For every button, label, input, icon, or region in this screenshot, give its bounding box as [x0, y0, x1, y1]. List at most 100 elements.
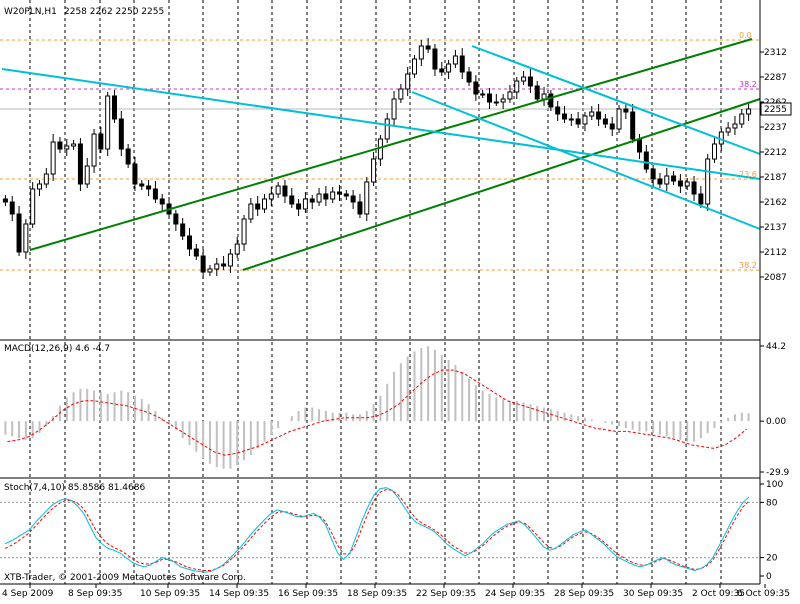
- candle-104: [712, 137, 717, 163]
- candle-32: [221, 256, 227, 270]
- candle-3: [23, 219, 29, 259]
- candle-40: [275, 182, 281, 198]
- candle-18: [125, 144, 131, 168]
- candle-52: [357, 194, 363, 218]
- candle-35: [241, 215, 247, 251]
- time-tick-label-1: 8 Sep 09:35: [68, 589, 122, 599]
- candle-48: [330, 187, 336, 203]
- candle-109: [746, 102, 752, 121]
- candle-21: [146, 180, 152, 196]
- candle-29: [200, 249, 206, 279]
- time-tick-label-0: 4 Sep 2009: [2, 589, 54, 599]
- candle-47: [323, 186, 329, 206]
- candle-44: [302, 192, 308, 213]
- price-tick-label-9: 2087: [764, 273, 787, 283]
- candle-24: [166, 197, 172, 218]
- candle-67: [459, 48, 465, 79]
- time-tick-label-9: 30 Sep 09:35: [623, 589, 683, 599]
- candle-73: [500, 94, 506, 109]
- stochastic-pane[interactable]: Stoch(7,4,10) 85.8586 81.4686 100 80 20 0 X…: [0, 480, 783, 583]
- candle-76: [521, 71, 527, 85]
- price-tick-label-5: 2187: [764, 173, 787, 183]
- candle-7: [50, 134, 56, 181]
- time-tick-label-11: 6 Oct 09:35: [737, 589, 790, 599]
- candle-9: [64, 139, 70, 156]
- candle-45: [309, 195, 315, 209]
- candle-78: [534, 81, 540, 103]
- stoch-tick-label-3: 0: [766, 572, 772, 582]
- candle-102: [698, 186, 704, 208]
- candle-95: [650, 165, 656, 186]
- trendline-green-1: [242, 98, 761, 271]
- price-tick-label-3: 2237: [764, 123, 787, 133]
- candle-86: [589, 106, 595, 120]
- candle-31: [214, 258, 220, 276]
- candle-63: [432, 44, 438, 76]
- candle-6: [43, 168, 49, 188]
- stoch-tick-label-1: 80: [766, 498, 778, 508]
- candle-106: [725, 122, 731, 136]
- price-axis: 2312228722622237221221872162213721122087: [760, 48, 787, 283]
- candle-72: [493, 94, 499, 106]
- candle-69: [473, 75, 479, 101]
- trendlines[interactable]: [1, 38, 761, 271]
- candle-10: [71, 140, 77, 150]
- candle-17: [118, 111, 124, 156]
- stoch-title: Stoch(7,4,10) 85.8586 81.4686: [4, 483, 145, 493]
- last-price-label: 2255: [764, 105, 787, 115]
- time-tick-label-2: 10 Sep 09:35: [140, 589, 200, 599]
- price-tick-label-4: 2212: [764, 148, 787, 158]
- time-tick-label-10: 2 Oct 09:35: [692, 589, 745, 599]
- candle-37: [255, 196, 261, 216]
- price-tick-label-0: 2312: [764, 48, 787, 58]
- macd-pane[interactable]: MACD(12,26,9) 4.6 -4.7 44.2 0.00 -29.9: [4, 342, 790, 478]
- candle-100: [684, 178, 690, 190]
- candle-98: [671, 171, 677, 185]
- time-tick-label-7: 24 Sep 09:35: [485, 589, 545, 599]
- candle-77: [527, 69, 533, 93]
- copyright-text: XTB-Trader, © 2001-2009 MetaQuotes Softw…: [4, 573, 246, 583]
- stoch-tick-label-2: 20: [766, 554, 778, 564]
- candle-8: [57, 137, 63, 153]
- fibo-label-3: 38.2: [739, 261, 757, 270]
- stoch-signal-line: [4, 488, 750, 571]
- time-tick-label-3: 14 Sep 09:35: [209, 589, 269, 599]
- time-tick-label-6: 22 Sep 09:35: [416, 589, 476, 599]
- candle-15: [105, 92, 111, 156]
- candle-108: [739, 109, 745, 128]
- candle-23: [159, 194, 165, 211]
- candle-90: [616, 105, 622, 133]
- time-tick-label-5: 18 Sep 09:35: [347, 589, 407, 599]
- candle-38: [262, 194, 267, 213]
- candle-83: [568, 114, 574, 126]
- candle-92: [630, 104, 636, 143]
- candle-59: [405, 67, 411, 96]
- time-tick-label-8: 28 Sep 09:35: [554, 589, 614, 599]
- candle-94: [643, 145, 649, 173]
- macd-tick-label-2: -29.9: [766, 468, 790, 478]
- candle-58: [398, 84, 404, 103]
- candle-2: [16, 206, 22, 256]
- candle-0: [2, 195, 8, 206]
- fibonacci-levels[interactable]: 0.0 38.2 23.6 38.2: [0, 31, 760, 271]
- trendline-green-0: [29, 38, 753, 251]
- candle-49: [337, 185, 342, 201]
- candle-1: [9, 196, 15, 221]
- candle-27: [187, 228, 192, 256]
- vertical-grid: [29, 0, 722, 584]
- price-pane[interactable]: 0.0 38.2 23.6 38.2 W20PLN,H1 2258 2262 2250…: [0, 7, 792, 283]
- candle-87: [596, 104, 602, 126]
- candle-13: [91, 129, 97, 173]
- candle-82: [562, 106, 567, 123]
- candle-75: [514, 77, 520, 99]
- stoch-main-line: [4, 487, 750, 573]
- macd-tick-label-0: 44.2: [766, 342, 786, 352]
- candle-30: [207, 265, 213, 276]
- candle-103: [705, 154, 711, 211]
- candle-5: [37, 180, 42, 196]
- price-tick-label-8: 2112: [764, 248, 787, 258]
- macd-signal-line: [7, 369, 747, 456]
- fibo-label-1: 38.2: [739, 80, 757, 89]
